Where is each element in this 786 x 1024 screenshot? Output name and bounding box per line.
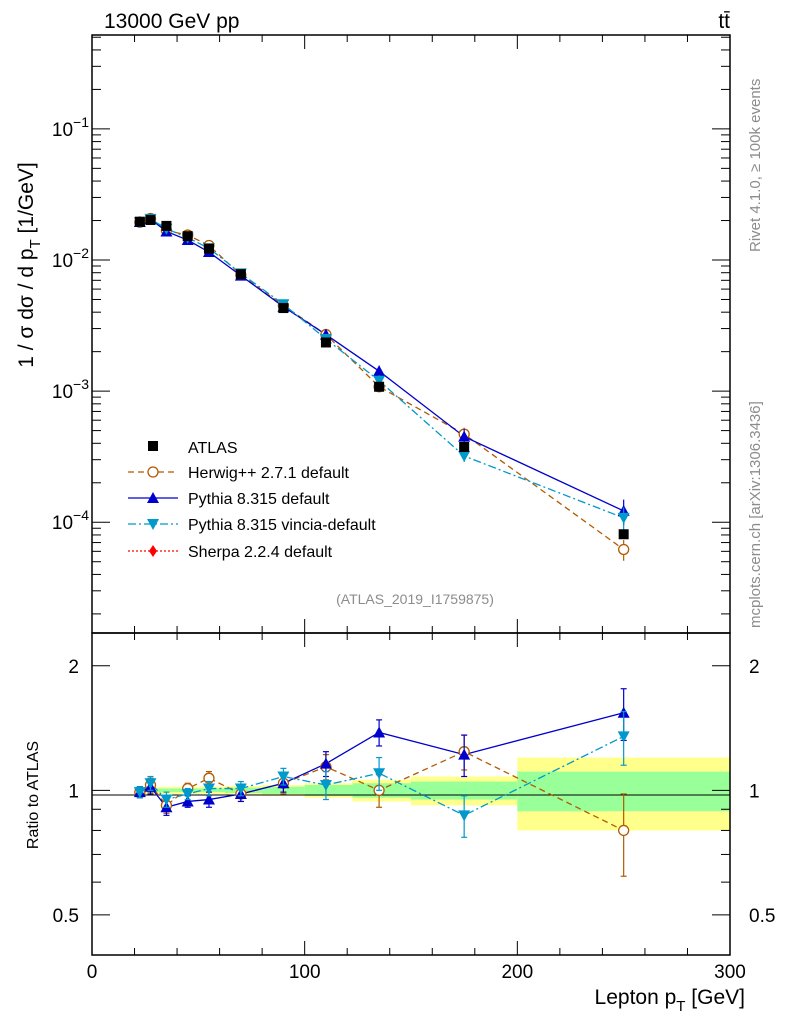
legend-label-atlas: ATLAS bbox=[188, 440, 238, 457]
legend-label-pythia: Pythia 8.315 default bbox=[188, 491, 330, 508]
legend-marker-atlas bbox=[148, 441, 158, 451]
band-inner bbox=[158, 788, 178, 793]
marker-triangle-up bbox=[458, 748, 471, 760]
ratio-tick-label-right: 2 bbox=[749, 657, 760, 678]
ratio-y-axis-label: Ratio to ATLAS bbox=[25, 741, 42, 849]
data-point-atlas bbox=[182, 231, 193, 242]
data-point-atlas bbox=[374, 381, 385, 392]
legend-marker-herwig bbox=[147, 466, 159, 478]
rivet-label: Rivet 4.1.0, ≥ 100k events bbox=[747, 79, 764, 252]
x-tick-label: 200 bbox=[501, 962, 533, 983]
legend: ATLAS Herwig++ 2.7.1 default Pythia 8.31… bbox=[128, 440, 376, 561]
y-tick-base: 10 bbox=[52, 513, 73, 534]
marker-triangle-up bbox=[181, 795, 194, 807]
band-inner bbox=[198, 788, 225, 793]
data-point-atlas bbox=[235, 269, 246, 280]
process-label: tt̄ bbox=[718, 10, 730, 33]
marker-triangle-down bbox=[373, 375, 386, 387]
legend-marker-pythia bbox=[147, 492, 159, 503]
ratio-tick-label-left: 1 bbox=[68, 781, 79, 802]
y-tick-exponent: −3 bbox=[73, 376, 89, 392]
data-point-atlas bbox=[320, 337, 331, 348]
marker-triangle-down bbox=[617, 731, 630, 743]
ratio-tick-label-right: 1 bbox=[749, 781, 760, 802]
y-axis-label-main: 1 / σ dσ / d p bbox=[15, 248, 38, 367]
energy-label: 13000 GeV pp bbox=[104, 10, 239, 33]
y-tick-base: 10 bbox=[52, 251, 73, 272]
marker-triangle-down bbox=[202, 783, 215, 795]
x-tick-label: 100 bbox=[289, 962, 321, 983]
data-point-atlas bbox=[278, 303, 289, 314]
data-point-atlas bbox=[145, 214, 156, 225]
marker-triangle-up bbox=[319, 757, 332, 769]
marker-triangle-up bbox=[458, 430, 471, 442]
data-point-atlas bbox=[203, 243, 214, 254]
legend-label-sherpa: Sherpa 2.2.4 default bbox=[188, 544, 333, 561]
x-axis-label-sub: T bbox=[676, 998, 685, 1015]
data-point-atlas bbox=[161, 220, 172, 231]
mcplots-label: mcplots.cern.ch [arXiv:1306.3436] bbox=[747, 401, 764, 628]
y-axis-label-sub: T bbox=[27, 239, 44, 248]
ratio-plot-frame bbox=[91, 632, 731, 956]
analysis-label: (ATLAS_2019_I1759875) bbox=[336, 591, 494, 607]
x-axis-label: Lepton pT [GeV] bbox=[595, 986, 745, 1015]
legend-label-herwig: Herwig++ 2.7.1 default bbox=[188, 465, 350, 482]
marker-triangle-down bbox=[458, 810, 471, 822]
y-tick-label: 10−3 bbox=[52, 376, 89, 403]
legend-marker-sherpa bbox=[149, 545, 157, 557]
ratio-tick-label-right: 0.5 bbox=[749, 906, 775, 927]
data-point-atlas bbox=[134, 216, 145, 227]
marker-triangle-down bbox=[181, 788, 194, 800]
y-tick-exponent: −1 bbox=[73, 114, 89, 130]
marker-triangle-down bbox=[160, 794, 173, 806]
data-point-atlas bbox=[618, 529, 629, 540]
marker-triangle-up bbox=[373, 726, 386, 738]
x-axis-label-main: Lepton p bbox=[595, 986, 677, 1009]
y-axis-label: 1 / σ dσ / d pT [1/GeV] bbox=[15, 162, 44, 368]
y-tick-exponent: −4 bbox=[73, 507, 89, 523]
legend-marker-vincia bbox=[147, 519, 159, 530]
marker-triangle-down bbox=[144, 778, 157, 790]
marker-triangle-up bbox=[202, 793, 215, 805]
marker-triangle-down bbox=[319, 780, 332, 792]
marker-circle bbox=[618, 824, 630, 837]
y-tick-base: 10 bbox=[52, 382, 73, 403]
y-tick-label: 10−2 bbox=[52, 245, 89, 272]
ratio-tick-label-left: 2 bbox=[68, 657, 79, 678]
marker-triangle-down bbox=[617, 512, 630, 524]
marker-triangle-down bbox=[373, 768, 386, 780]
data-point-atlas bbox=[459, 441, 470, 452]
marker-triangle-up bbox=[373, 365, 386, 377]
band-inner bbox=[304, 785, 353, 796]
series-markers bbox=[133, 212, 630, 877]
marker-triangle-down bbox=[133, 787, 146, 799]
x-tick-label: 0 bbox=[87, 962, 98, 983]
marker-circle bbox=[618, 543, 630, 556]
ratio-tick-label-left: 0.5 bbox=[53, 906, 79, 927]
y-axis-label-unit: [1/GeV] bbox=[15, 162, 38, 239]
marker-triangle-down bbox=[458, 451, 471, 463]
y-tick-exponent: −2 bbox=[73, 245, 89, 261]
marker-triangle-down bbox=[234, 783, 247, 795]
y-tick-label: 10−1 bbox=[52, 114, 89, 141]
ratio-uncertainty-bands bbox=[134, 757, 730, 831]
x-axis-label-unit: [GeV] bbox=[685, 986, 745, 1009]
marker-triangle-down bbox=[277, 771, 290, 783]
series-line-main bbox=[139, 217, 625, 550]
y-tick-base: 10 bbox=[52, 120, 73, 141]
x-tick-label: 300 bbox=[714, 962, 746, 983]
legend-label-vincia: Pythia 8.315 vincia-default bbox=[188, 517, 376, 534]
y-tick-label: 10−4 bbox=[52, 507, 89, 534]
